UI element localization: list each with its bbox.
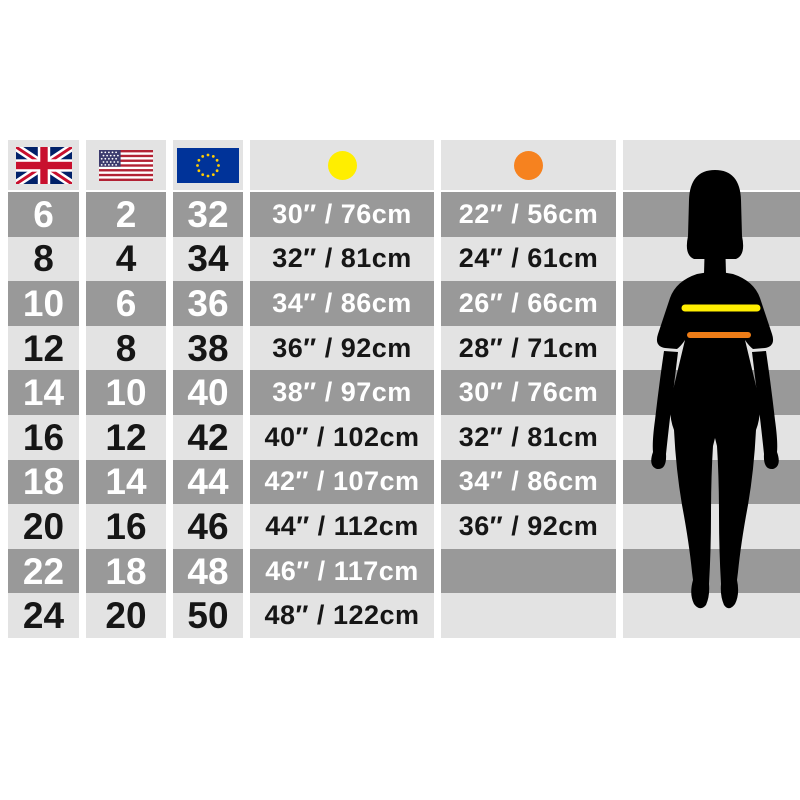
cell-uk: 12	[8, 325, 79, 371]
table-row: 6 2 32 30″ / 76cm 22″ / 56cm	[8, 192, 800, 237]
cell-us: 12	[86, 414, 166, 460]
table-row: 10 6 36 34″ / 86cm 26″ / 66cm	[8, 281, 800, 326]
table-row: 12 8 38 36″ / 92cm 28″ / 71cm	[8, 325, 800, 371]
cell-bust: 44″ / 112cm	[250, 504, 434, 549]
cell-eu: 38	[173, 325, 243, 371]
cell-bust: 32″ / 81cm	[250, 236, 434, 282]
cell-eu: 36	[173, 281, 243, 326]
cell-eu: 42	[173, 414, 243, 460]
cell-bust: 40″ / 102cm	[250, 414, 434, 460]
cell-waist: 22″ / 56cm	[441, 192, 616, 237]
cell-uk: 8	[8, 236, 79, 282]
orange-circle-icon	[514, 150, 543, 180]
figure-stripe-cell	[623, 504, 800, 549]
cell-us: 10	[86, 370, 166, 415]
table-row: 18 14 44 42″ / 107cm 34″ / 86cm	[8, 459, 800, 505]
table-row: 22 18 48 46″ / 117cm	[8, 548, 800, 594]
table-row: 14 10 40 38″ / 97cm 30″ / 76cm	[8, 370, 800, 415]
header-cell-us	[86, 140, 166, 190]
cell-eu: 34	[173, 236, 243, 282]
cell-bust: 36″ / 92cm	[250, 325, 434, 371]
cell-us: 6	[86, 281, 166, 326]
figure-stripe-cell	[623, 459, 800, 505]
figure-stripe-cell	[623, 236, 800, 282]
figure-stripe-cell	[623, 370, 800, 415]
header-cell-uk	[8, 140, 79, 190]
cell-uk: 18	[8, 459, 79, 505]
cell-uk: 6	[8, 192, 79, 237]
header-cell-waist	[441, 140, 616, 190]
cell-waist	[441, 593, 616, 638]
figure-stripe-cell	[623, 281, 800, 326]
table-row: 20 16 46 44″ / 112cm 36″ / 92cm	[8, 504, 800, 549]
cell-uk: 16	[8, 414, 79, 460]
cell-uk: 10	[8, 281, 79, 326]
cell-bust: 38″ / 97cm	[250, 370, 434, 415]
cell-eu: 40	[173, 370, 243, 415]
cell-uk: 20	[8, 504, 79, 549]
cell-bust: 48″ / 122cm	[250, 593, 434, 638]
eu-flag-icon	[177, 147, 239, 183]
cell-uk: 24	[8, 593, 79, 638]
table-row: 16 12 42 40″ / 102cm 32″ / 81cm	[8, 414, 800, 460]
cell-us: 16	[86, 504, 166, 549]
cell-bust: 46″ / 117cm	[250, 548, 434, 594]
table-row: 24 20 50 48″ / 122cm	[8, 593, 800, 638]
cell-us: 8	[86, 325, 166, 371]
cell-uk: 22	[8, 548, 79, 594]
cell-waist: 28″ / 71cm	[441, 325, 616, 371]
cell-us: 4	[86, 236, 166, 282]
us-flag-icon	[99, 149, 153, 181]
table-row: 8 4 34 32″ / 81cm 24″ / 61cm	[8, 236, 800, 282]
figure-stripe-cell	[623, 414, 800, 460]
cell-us: 14	[86, 459, 166, 505]
yellow-circle-icon	[327, 150, 357, 180]
cell-bust: 30″ / 76cm	[250, 192, 434, 237]
cell-bust: 42″ / 107cm	[250, 459, 434, 505]
header-cell-figure	[623, 140, 800, 190]
size-chart-table: 6 2 32 30″ / 76cm 22″ / 56cm 8 4 34 32″ / 81cm 24…	[8, 140, 800, 638]
cell-us: 2	[86, 192, 166, 237]
cell-bust: 34″ / 86cm	[250, 281, 434, 326]
cell-uk: 14	[8, 370, 79, 415]
cell-us: 18	[86, 548, 166, 594]
cell-waist	[441, 548, 616, 594]
header-cell-bust	[250, 140, 434, 190]
cell-waist: 24″ / 61cm	[441, 236, 616, 282]
figure-stripe-cell	[623, 548, 800, 594]
cell-waist: 36″ / 92cm	[441, 504, 616, 549]
figure-stripe-cell	[623, 593, 800, 638]
figure-stripe-cell	[623, 325, 800, 371]
cell-waist: 30″ / 76cm	[441, 370, 616, 415]
cell-eu: 44	[173, 459, 243, 505]
figure-stripe-cell	[623, 192, 800, 237]
table-header-row	[8, 140, 800, 190]
cell-waist: 32″ / 81cm	[441, 414, 616, 460]
header-cell-eu	[173, 140, 243, 190]
cell-us: 20	[86, 593, 166, 638]
cell-eu: 46	[173, 504, 243, 549]
cell-waist: 26″ / 66cm	[441, 281, 616, 326]
cell-waist: 34″ / 86cm	[441, 459, 616, 505]
cell-eu: 50	[173, 593, 243, 638]
cell-eu: 48	[173, 548, 243, 594]
size-chart-body: 6 2 32 30″ / 76cm 22″ / 56cm 8 4 34 32″ / 81cm 24…	[8, 192, 800, 638]
uk-flag-icon	[15, 146, 72, 184]
cell-eu: 32	[173, 192, 243, 237]
